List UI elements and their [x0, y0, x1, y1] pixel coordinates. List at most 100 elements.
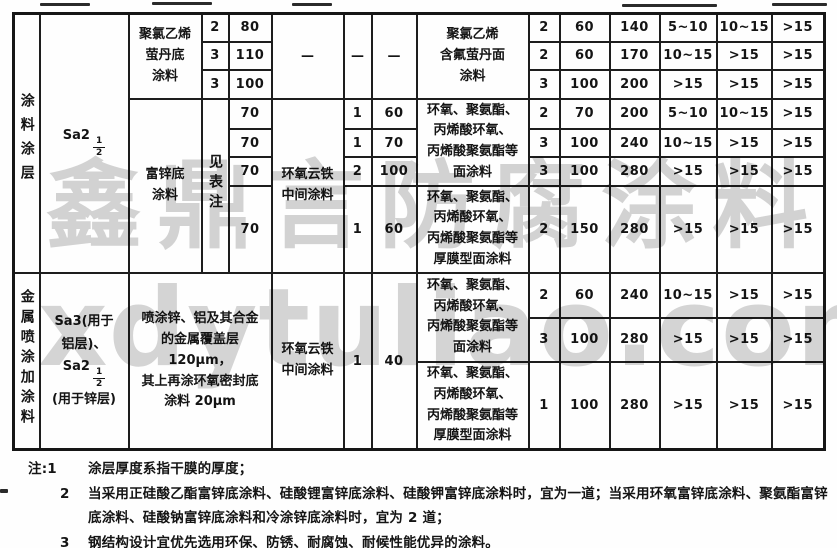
durability-2: >15 [715, 271, 773, 319]
topcoat-coats: 2 [527, 97, 561, 130]
durability-3: >15 [770, 97, 826, 130]
intermediate-coats: 1 [342, 271, 373, 451]
durability-1: >15 [658, 316, 718, 363]
durability-3: >15 [770, 271, 826, 319]
note-3: 3 钢结构设计宜优先选用环保、防锈、耐腐蚀、耐候性能优异的涂料。 [28, 531, 834, 548]
intermediate-name-cell: 环氧云铁 中间涂料 [270, 97, 345, 274]
table-row: 70 2 100 3 100 280 >15 >15 >15 [14, 156, 826, 187]
surface-prep-grade: Sa2 1 2 [43, 356, 126, 389]
note-text: 钢结构设计宜优先选用环保、防锈、耐腐蚀、耐候性能优异的涂料。 [88, 534, 499, 548]
durability-1: >15 [658, 184, 718, 274]
scan-artifact [40, 3, 90, 6]
table-row: 70 1 70 3 100 240 10~15 >15 >15 [14, 127, 826, 159]
durability-1: 10~15 [658, 271, 718, 319]
durability-1: 5~10 [658, 97, 718, 130]
durability-3: >15 [770, 12, 826, 43]
topcoat-thickness: 70 [558, 97, 611, 130]
primer-coats-see-note: 见表注 [200, 97, 230, 274]
durability-2: >15 [715, 156, 773, 187]
durability-1: 10~15 [658, 40, 718, 71]
intermediate-coats: 2 [342, 156, 373, 187]
intermediate-thickness: 70 [370, 127, 418, 159]
topcoat-thickness: 100 [558, 316, 611, 363]
primer-name-cell: 聚氯乙烯 萤丹底 涂料 [127, 12, 203, 100]
note-text: 当采用正硅酸乙酯富锌底涂料、硅酸锂富锌底涂料、硅酸钾富锌底涂料时，宜为一道；当采… [88, 485, 828, 527]
durability-2: >15 [715, 127, 773, 159]
section-label-metal-spray: 金属喷涂加涂料 [12, 271, 41, 451]
intermediate-coats: — [342, 12, 373, 100]
primer-name-cell: 富锌底 涂料 [127, 97, 203, 274]
durability-2: >15 [715, 316, 773, 363]
note-label: 3 [60, 534, 70, 548]
note-label: 注:1 [28, 461, 57, 477]
topcoat-name-cell: 聚氯乙烯 含氟萤丹面 涂料 [415, 12, 530, 100]
durability-3: >15 [770, 68, 826, 100]
table-row: 3 100 3 100 200 >15 >15 >15 [14, 68, 826, 100]
topcoat-name-cell: 环氧、聚氨酯、 丙烯酸环氧、 丙烯酸聚氨酯等 厚膜型面涂料 [415, 360, 530, 451]
primer-coats: 3 [200, 40, 230, 71]
topcoat-thickness: 100 [558, 127, 611, 159]
total-thickness: 200 [608, 68, 661, 100]
intermediate-thickness: — [370, 12, 418, 100]
durability-1: >15 [658, 156, 718, 187]
total-thickness: 240 [608, 271, 661, 319]
intermediate-thickness: 40 [370, 271, 418, 451]
total-thickness: 280 [608, 316, 661, 363]
topcoat-thickness: 100 [558, 68, 611, 100]
durability-3: >15 [770, 360, 826, 451]
durability-3: >15 [770, 156, 826, 187]
table-row: 金属喷涂加涂料 Sa3(用于 铝层)、 Sa2 1 2 (用于锌层) 喷涂锌、铝及其… [12, 271, 826, 451]
durability-2: >15 [715, 184, 773, 274]
topcoat-coats: 2 [527, 184, 561, 274]
topcoat-coats: 2 [527, 12, 561, 43]
durability-3: >15 [770, 40, 826, 71]
total-thickness: 240 [608, 127, 661, 159]
table-row: 70 1 60 环氧、聚氨酯、 丙烯酸环氧、 丙烯酸聚氨酯等 厚膜型面涂料 2 … [14, 184, 826, 274]
durability-2: 10~15 [715, 97, 773, 130]
surface-prep-cell: Sa2 1 2 [38, 12, 130, 274]
intermediate-thickness: 60 [370, 184, 418, 274]
durability-3: >15 [770, 184, 826, 274]
topcoat-coats: 2 [527, 40, 561, 71]
scan-artifact [292, 3, 332, 6]
primer-thickness: 70 [227, 156, 273, 187]
durability-3: >15 [770, 316, 826, 363]
durability-2: 10~15 [715, 12, 773, 43]
scan-artifact [622, 4, 717, 7]
scan-artifact [152, 2, 212, 5]
intermediate-coats: 1 [342, 97, 373, 130]
metal-coating-cell: 喷涂锌、铝及其合金 的金属覆盖层 120μm， 其上再涂环氧密封底 涂料 20μ… [127, 271, 273, 451]
topcoat-name-cell: 环氧、聚氨酯、 丙烯酸环氧、 丙烯酸聚氨酯等 面涂料 [415, 97, 530, 187]
topcoat-coats: 3 [527, 68, 561, 100]
total-thickness: 140 [608, 12, 661, 43]
primer-thickness: 70 [227, 97, 273, 130]
surface-prep-grade: Sa2 [62, 128, 90, 144]
primer-thickness: 110 [227, 40, 273, 71]
topcoat-thickness: 60 [558, 271, 611, 319]
intermediate-name-cell: — [270, 12, 345, 100]
table-row: 富锌底 涂料 见表注 70 环氧云铁 中间涂料 1 60 环氧、聚氨酯、 丙烯酸… [14, 97, 826, 274]
note-label: 2 [60, 485, 70, 502]
intermediate-coats: 1 [342, 184, 373, 274]
section-label-text: 涂料涂层 [18, 93, 35, 190]
topcoat-thickness: 100 [558, 156, 611, 187]
primer-coats: 3 [200, 68, 230, 100]
surface-prep-cell: Sa3(用于 铝层)、 Sa2 1 2 (用于锌层) [38, 271, 130, 451]
primer-thickness: 80 [227, 12, 273, 43]
section-label-coating: 涂料涂层 [12, 12, 41, 274]
scan-artifact [772, 3, 827, 6]
intermediate-thickness: 60 [370, 97, 418, 130]
primer-thickness: 70 [227, 127, 273, 159]
topcoat-name-cell: 环氧、聚氨酯、 丙烯酸环氧、 丙烯酸聚氨酯等 面涂料 [415, 271, 530, 363]
table-row: 环氧、聚氨酯、 丙烯酸环氧、 丙烯酸聚氨酯等 厚膜型面涂料 1 100 280 … [14, 360, 826, 451]
intermediate-name-cell: 环氧云铁 中间涂料 [270, 271, 345, 451]
note-text: 涂层厚度系指干膜的厚度； [88, 461, 253, 477]
primer-thickness: 70 [227, 184, 273, 274]
topcoat-thickness: 150 [558, 184, 611, 274]
topcoat-coats: 1 [527, 360, 561, 451]
total-thickness: 280 [608, 360, 661, 451]
durability-1: >15 [658, 360, 718, 451]
